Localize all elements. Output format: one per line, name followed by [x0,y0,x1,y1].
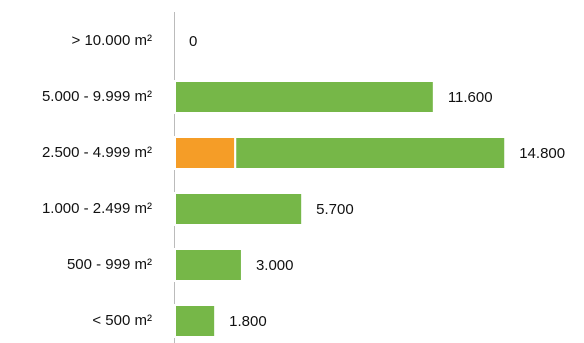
value-label: 14.800 [519,145,565,162]
category-label: 5.000 - 9.999 m² [42,88,152,105]
value-label: 0 [189,33,197,50]
category-label: > 10.000 m² [72,32,152,49]
value-label: 1.800 [229,313,267,330]
value-label: 11.600 [448,89,493,106]
value-label: 3.000 [256,257,294,274]
bar-segment [174,192,304,226]
bar-segment [174,80,435,114]
value-label: 5.700 [316,201,354,218]
category-label: < 500 m² [92,312,152,329]
category-label: 1.000 - 2.499 m² [42,200,152,217]
bar-segment [174,304,217,338]
bar-segment [174,248,243,282]
category-label: 500 - 999 m² [67,256,152,273]
category-label: 2.500 - 4.999 m² [42,144,152,161]
bar-segment [174,136,237,170]
bar-segment [234,136,507,170]
